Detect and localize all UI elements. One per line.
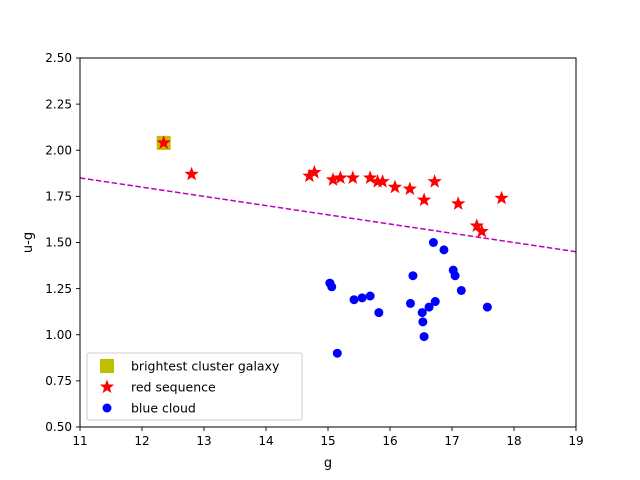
data-point bbox=[405, 298, 415, 308]
y-axis-label: u-g bbox=[21, 232, 36, 253]
data-point bbox=[469, 218, 484, 232]
data-point bbox=[428, 238, 438, 247]
marks-layer bbox=[156, 135, 509, 358]
data-point bbox=[418, 317, 428, 327]
series-star bbox=[156, 135, 509, 238]
legend-items: brightest cluster galaxy red sequence blue… bbox=[99, 359, 280, 416]
x-tick-label: 13 bbox=[196, 434, 211, 448]
y-tick-label: 2.50 bbox=[45, 51, 72, 65]
y-tick-label: 2.00 bbox=[45, 143, 72, 157]
legend: brightest cluster galaxy red sequence blue… bbox=[86, 352, 303, 421]
data-point bbox=[482, 302, 492, 312]
x-tick-label: 19 bbox=[568, 434, 583, 448]
data-point bbox=[474, 223, 489, 238]
data-point bbox=[375, 174, 390, 188]
data-point bbox=[156, 135, 171, 149]
legend-marker bbox=[102, 403, 112, 413]
data-point bbox=[327, 282, 337, 292]
data-point bbox=[456, 285, 466, 295]
data-point bbox=[307, 164, 322, 179]
data-point bbox=[427, 174, 442, 188]
x-tick-label: 16 bbox=[382, 434, 397, 448]
data-point bbox=[408, 271, 418, 281]
data-point bbox=[333, 170, 348, 184]
data-point bbox=[430, 297, 440, 307]
divider-line bbox=[79, 177, 577, 253]
x-axis: 11 12 13 14 15 16 17 18 19 bbox=[72, 427, 584, 448]
x-axis-label: g bbox=[324, 456, 332, 471]
x-tick-label: 17 bbox=[444, 434, 459, 448]
data-point bbox=[494, 190, 509, 205]
y-tick-label: 1.00 bbox=[45, 328, 72, 342]
legend-label: brightest cluster galaxy bbox=[131, 359, 280, 374]
y-tick-label: 1.75 bbox=[45, 190, 72, 204]
x-tick-label: 11 bbox=[72, 434, 87, 448]
x-tick-label: 18 bbox=[506, 434, 521, 448]
data-point bbox=[363, 170, 378, 184]
data-point bbox=[365, 291, 375, 301]
data-point bbox=[424, 302, 434, 312]
legend-label: red sequence bbox=[131, 380, 216, 395]
data-point bbox=[184, 166, 199, 181]
y-tick-label: 1.50 bbox=[45, 236, 72, 250]
data-point bbox=[345, 170, 360, 184]
data-point bbox=[349, 295, 359, 305]
y-tick-label: 2.25 bbox=[45, 97, 72, 111]
data-point bbox=[416, 192, 432, 207]
data-point bbox=[332, 348, 342, 358]
data-point bbox=[357, 293, 367, 303]
data-point bbox=[387, 179, 403, 194]
legend-label: blue cloud bbox=[131, 401, 196, 416]
data-point bbox=[417, 308, 427, 318]
legend-box bbox=[86, 352, 303, 421]
y-tick-label: 0.75 bbox=[45, 374, 72, 388]
data-point bbox=[325, 172, 341, 186]
data-point bbox=[302, 168, 317, 183]
data-point bbox=[439, 245, 449, 255]
y-tick-label: 1.25 bbox=[45, 282, 72, 296]
data-point bbox=[419, 332, 429, 342]
data-point bbox=[402, 181, 417, 196]
legend-marker bbox=[99, 379, 115, 394]
x-tick-label: 15 bbox=[320, 434, 335, 448]
legend-marker bbox=[100, 359, 114, 373]
y-tick-label: 0.50 bbox=[45, 420, 72, 434]
x-tick-label: 14 bbox=[258, 434, 273, 448]
y-axis: 0.50 0.75 1.00 1.25 1.50 1.75 2.00 2.25 2.50 bbox=[45, 51, 80, 434]
x-tick-label: 12 bbox=[134, 434, 149, 448]
data-point bbox=[450, 271, 460, 281]
divider-layer bbox=[79, 177, 577, 253]
data-point bbox=[451, 196, 466, 210]
data-point bbox=[374, 308, 384, 318]
series-circle bbox=[325, 238, 492, 358]
